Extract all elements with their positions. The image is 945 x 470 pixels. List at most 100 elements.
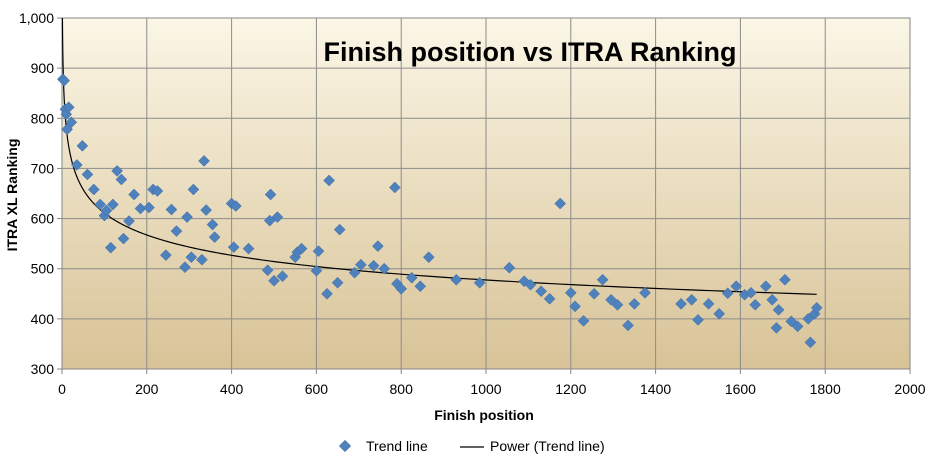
scatter-point [312,245,325,258]
scatter-point [187,183,200,196]
scatter-point [810,301,823,314]
scatter-point [745,286,757,299]
scatter-point [367,259,380,272]
scatter-point [87,183,100,196]
scatter-point [179,261,191,274]
scatter-point [622,319,634,332]
y-axis-label: ITRA XL Ranking [4,139,20,252]
x-tick-label: 2000 [894,381,925,397]
scatter-point [165,203,178,216]
scatter-point [198,155,210,167]
legend-label-scatter: Trend line [366,438,428,454]
x-tick-labels: 0 200 400 600 800 1000 1200 1400 1600 1800 2000 [58,381,926,397]
scatter-point [111,165,123,177]
scatter-point [276,270,289,283]
scatter-point [117,232,130,245]
scatter-point [543,292,556,305]
scatter-point [242,242,255,255]
scatter-point [605,293,617,306]
scatter-point [524,278,537,291]
scatter-point [104,241,117,254]
scatter-point [772,303,785,316]
scatter-point [628,297,641,310]
scatter-point [685,293,698,306]
scatter-points [56,73,823,349]
scatter-point [804,336,817,349]
scatter-point [229,200,242,212]
scatter-point [58,74,70,87]
scatter-point [170,225,183,237]
scatter-point [791,320,804,333]
scatter-point [160,249,172,262]
scatter-point [151,185,164,197]
x-tick-label: 1200 [555,381,586,397]
y-tick-label: 500 [31,261,55,277]
scatter-point [128,188,140,201]
x-tick-label: 200 [135,381,159,397]
x-tick-label: 0 [58,381,66,397]
y-tick-label: 300 [31,361,55,377]
scatter-point [333,223,346,236]
scatter-point [76,140,89,152]
scatter-point [639,286,651,299]
scatter-point [450,273,463,286]
scatter-point [503,261,516,274]
scatter-point [770,322,783,334]
scatter-point [569,300,581,313]
y-tick-label: 1,000 [19,10,54,26]
scatter-point [323,174,335,187]
scatter-point [675,297,687,310]
scatter-point [564,286,577,299]
scatter-point [395,282,408,295]
scatter-point [766,293,779,306]
scatter-point [422,251,435,264]
scatter-point [331,276,344,289]
scatter-point [388,181,401,194]
legend-label-trend: Power (Trend line) [490,438,605,454]
scatter-point [196,253,208,266]
scatter-point [749,298,762,311]
scatter-point [321,287,333,300]
scatter-point [414,280,427,293]
scatter-point [268,274,280,287]
scatter-point [355,258,367,271]
x-tick-label: 1400 [640,381,671,397]
scatter-point [378,262,391,275]
scatter-point [62,101,75,114]
x-tick-label: 1600 [725,381,756,397]
scatter-point [473,276,486,289]
scatter-point [713,307,726,320]
scatter-point [261,264,274,277]
scatter-point [143,201,155,214]
x-tick-label: 800 [390,381,414,397]
scatter-point [115,173,128,186]
scatter-point [730,280,743,293]
scatter-point [264,188,277,201]
x-tick-label: 400 [220,381,244,397]
legend-marker-scatter [338,439,352,453]
scatter-point [372,240,384,253]
chart-title: Finish position vs ITRA Ranking [323,37,736,67]
scatter-point [721,287,734,300]
scatter-point [702,297,715,310]
scatter-point [123,215,135,227]
scatter-point [310,264,323,277]
scatter-point [100,204,113,217]
scatter-point [227,241,240,254]
scatter-point [554,197,567,210]
scatter-point [70,159,83,171]
x-tick-label: 600 [305,381,329,397]
scatter-point [759,280,772,293]
scatter-point [295,242,308,255]
scatter-point [405,271,418,284]
x-tick-label: 1000 [470,381,501,397]
scatter-point [692,314,704,326]
scatter-point [181,211,193,223]
scatter-point [348,266,361,279]
scatter-point [779,273,791,286]
x-tick-label: 1800 [810,381,841,397]
axes [57,17,911,374]
scatter-point [535,285,547,298]
y-tick-label: 700 [31,160,55,176]
scatter-point [596,273,609,286]
